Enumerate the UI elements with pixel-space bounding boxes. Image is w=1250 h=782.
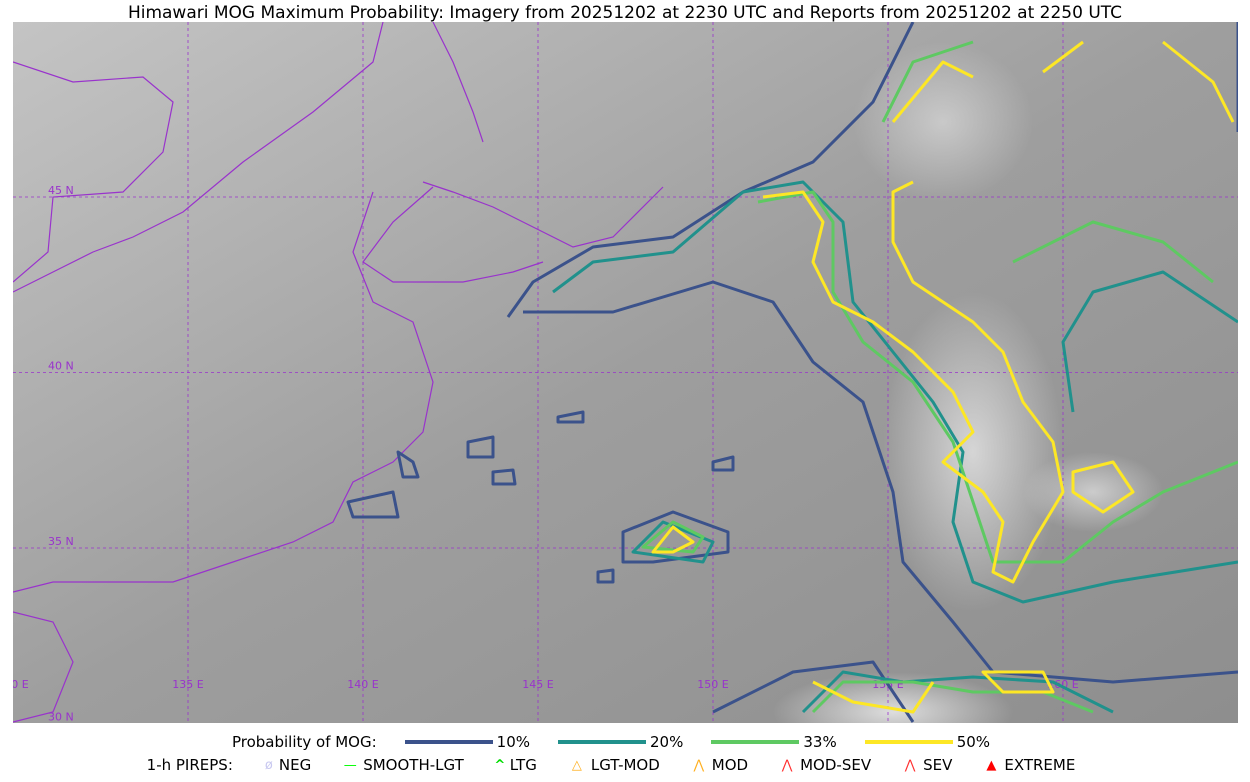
swatch-20pct bbox=[558, 740, 647, 744]
legend-item-50pct: 50% bbox=[864, 733, 990, 751]
triangle-outline-icon: △ bbox=[571, 757, 582, 773]
lat-label: 40 N bbox=[48, 360, 74, 373]
pirep-legend: 1-h PIREPS: ø NEG — SMOOTH-LGT ^ LTG △ LGT-M… bbox=[0, 756, 1250, 774]
probability-legend: Probability of MOG: 10% 20% 33% 50% bbox=[0, 733, 1250, 751]
pirep-neg: ø NEG bbox=[261, 756, 311, 774]
caret-icon: ^ bbox=[494, 757, 506, 773]
probability-legend-label: Probability of MOG: bbox=[231, 733, 377, 751]
swatch-50pct bbox=[864, 740, 953, 744]
lon-label: 130 E bbox=[13, 678, 29, 691]
legend-item-33pct: 33% bbox=[711, 733, 837, 751]
swatch-10pct bbox=[404, 740, 493, 744]
pirep-lgt-mod: △ LGT-MOD bbox=[565, 756, 660, 774]
lat-label: 30 N bbox=[48, 711, 74, 724]
pirep-mod: ⋀ MOD bbox=[688, 756, 748, 774]
pirep-mod-sev: ⋀ MOD-SEV bbox=[776, 756, 871, 774]
smooth-line-icon: — bbox=[343, 757, 357, 773]
lat-label: 45 N bbox=[48, 184, 74, 197]
filled-triangle-icon: ▲ bbox=[986, 757, 997, 773]
pirep-extreme: ▲ EXTREME bbox=[980, 756, 1075, 774]
contour-33pct bbox=[641, 40, 1238, 714]
caret-icon: ⋀ bbox=[693, 757, 705, 773]
double-caret-icon: ⋀ bbox=[904, 757, 916, 773]
coastline bbox=[13, 22, 664, 723]
lat-lon-grid bbox=[13, 22, 1238, 723]
pirep-legend-label: 1-h PIREPS: bbox=[146, 756, 233, 774]
lon-label: 160 E bbox=[1047, 678, 1078, 691]
legend-item-10pct: 10% bbox=[404, 733, 530, 751]
chart-title: Himawari MOG Maximum Probability: Imager… bbox=[127, 3, 1123, 23]
legend-item-20pct: 20% bbox=[558, 733, 683, 751]
pirep-smooth-lgt: — SMOOTH-LGT bbox=[339, 756, 464, 774]
contour-10pct-islands bbox=[346, 410, 735, 584]
double-caret-icon: ⋀ bbox=[781, 757, 793, 773]
swatch-33pct bbox=[711, 740, 800, 744]
pirep-ltg: ^ LTG bbox=[492, 756, 537, 774]
neg-icon: ø bbox=[264, 757, 273, 773]
contour-20pct bbox=[552, 180, 1238, 714]
lat-label: 35 N bbox=[48, 535, 74, 548]
lon-label: 140 E bbox=[347, 678, 378, 691]
lon-label: 145 E bbox=[522, 678, 553, 691]
lon-label: 135 E bbox=[172, 678, 203, 691]
lon-label: 150 E bbox=[697, 678, 728, 691]
contour-50pct bbox=[651, 40, 1235, 714]
pirep-sev: ⋀ SEV bbox=[899, 756, 953, 774]
